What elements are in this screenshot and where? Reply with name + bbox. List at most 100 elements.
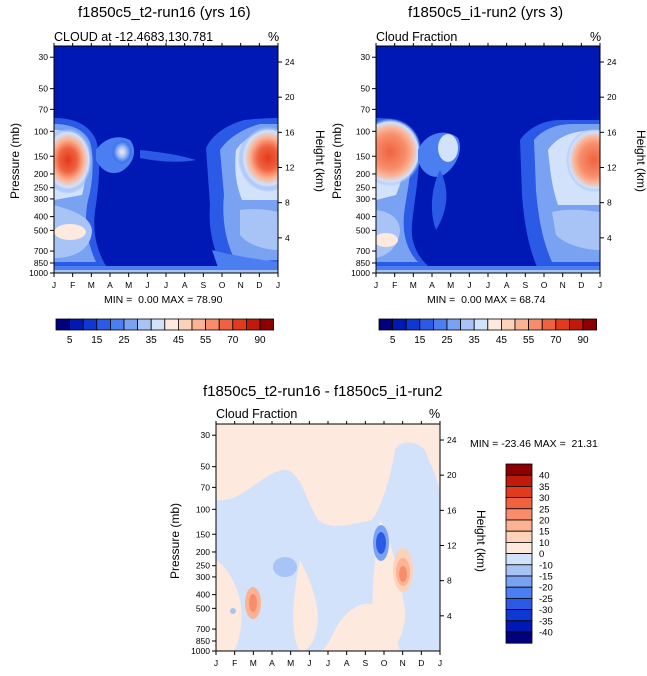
panel2-stats: MIN = 0.00 MAX = 68.74 bbox=[427, 294, 546, 306]
y-tick-label: 200 bbox=[356, 169, 370, 179]
colorbar-label: 25 bbox=[539, 504, 550, 515]
y-right-tick-label: 8 bbox=[607, 198, 612, 208]
x-tick-label: O bbox=[219, 280, 226, 290]
y-right-tick-label: 12 bbox=[447, 541, 457, 551]
colorbar-label: -25 bbox=[539, 594, 553, 605]
colorbar-label: 15 bbox=[91, 335, 103, 346]
colorbar-label: -15 bbox=[539, 572, 553, 583]
panel2-colorbar: 5 15 25 35 45 55 70 90 bbox=[378, 318, 598, 346]
colorbar-swatch bbox=[505, 519, 533, 532]
colorbar-label: 15 bbox=[539, 527, 550, 538]
y-right-tick-label: 12 bbox=[285, 163, 295, 173]
x-tick-label: O bbox=[541, 280, 548, 290]
x-tick-label: J bbox=[467, 280, 471, 290]
x-tick-label: J bbox=[307, 658, 311, 668]
colorbar-label: 5 bbox=[67, 335, 73, 346]
colorbar-label: 55 bbox=[200, 335, 212, 346]
colorbar-swatch bbox=[505, 575, 533, 588]
y-tick-label: 500 bbox=[34, 225, 48, 235]
x-tick-label: A bbox=[429, 280, 435, 290]
colorbar-label: -20 bbox=[539, 583, 553, 594]
panel3-field bbox=[216, 424, 440, 651]
x-tick-label: F bbox=[70, 280, 75, 290]
x-tick-label: A bbox=[107, 280, 113, 290]
y-tick-label: 100 bbox=[34, 126, 48, 136]
x-tick-label: M bbox=[447, 280, 454, 290]
y-tick-label: 70 bbox=[201, 482, 211, 492]
colorbar-label: 45 bbox=[496, 335, 508, 346]
x-tick-label: D bbox=[578, 280, 584, 290]
x-tick-label: F bbox=[392, 280, 397, 290]
colorbar-label: 55 bbox=[523, 335, 535, 346]
x-tick-label: S bbox=[522, 280, 528, 290]
colorbar-label: 20 bbox=[539, 516, 550, 527]
colorbar-swatch bbox=[259, 318, 275, 331]
x-tick-label: A bbox=[344, 658, 350, 668]
colorbar-swatch bbox=[582, 318, 598, 331]
x-tick-label: J bbox=[164, 280, 168, 290]
y-tick-label: 850 bbox=[196, 636, 210, 646]
y-right-tick-label: 20 bbox=[285, 92, 295, 102]
y-tick-label: 400 bbox=[196, 590, 210, 600]
panel1-units: % bbox=[268, 30, 280, 44]
x-tick-label: J bbox=[145, 280, 149, 290]
x-tick-label: N bbox=[400, 658, 406, 668]
x-tick-label: S bbox=[200, 280, 206, 290]
panel1-subtitle: CLOUD at -12.4683,130.781 bbox=[54, 30, 214, 44]
x-tick-label: M bbox=[125, 280, 132, 290]
y-right-tick-label: 12 bbox=[607, 163, 617, 173]
x-tick-label: M bbox=[88, 280, 95, 290]
colorbar-swatch bbox=[505, 463, 533, 476]
colorbar-swatch bbox=[505, 564, 533, 577]
y-tick-label: 250 bbox=[356, 183, 370, 193]
x-tick-label: J bbox=[52, 280, 56, 290]
colorbar-label: 40 bbox=[539, 471, 550, 482]
colorbar-swatch bbox=[505, 631, 533, 644]
colorbar-label: 35 bbox=[539, 482, 550, 493]
colorbar-label: -35 bbox=[539, 616, 553, 627]
panel2-field bbox=[376, 46, 600, 273]
colorbar-label: -30 bbox=[539, 605, 553, 616]
colorbar-label: -40 bbox=[539, 628, 553, 639]
y-tick-label: 250 bbox=[196, 561, 210, 571]
y-tick-label: 30 bbox=[361, 52, 371, 62]
colorbar-label: 70 bbox=[550, 335, 562, 346]
colorbar-swatch bbox=[505, 553, 533, 566]
colorbar-label: 35 bbox=[146, 335, 158, 346]
y-tick-label: 150 bbox=[34, 151, 48, 161]
colorbar-swatch bbox=[505, 474, 533, 487]
colorbar-swatch bbox=[505, 586, 533, 599]
y-tick-label: 70 bbox=[39, 104, 49, 114]
y-tick-label: 100 bbox=[196, 504, 210, 514]
panel1-field bbox=[54, 46, 278, 273]
colorbar-swatch bbox=[505, 609, 533, 622]
colorbar-label: 5 bbox=[390, 335, 396, 346]
y-tick-label: 700 bbox=[196, 624, 210, 634]
x-tick-label: N bbox=[560, 280, 566, 290]
y-tick-label: 50 bbox=[361, 84, 371, 94]
y-tick-label: 50 bbox=[39, 84, 49, 94]
y-tick-label: 1000 bbox=[29, 268, 48, 278]
panel2-title: f1850c5_i1-run2 (yrs 3) bbox=[408, 4, 564, 21]
x-tick-label: M bbox=[410, 280, 417, 290]
y-tick-label: 150 bbox=[356, 151, 370, 161]
panel1-stats: MIN = 0.00 MAX = 78.90 bbox=[104, 294, 223, 306]
y-right-tick-label: 24 bbox=[285, 57, 295, 67]
colorbar-label: 90 bbox=[577, 335, 589, 346]
x-tick-label: A bbox=[269, 658, 275, 668]
panel3-subtitle: Cloud Fraction bbox=[216, 407, 298, 421]
y-tick-label: 400 bbox=[356, 212, 370, 222]
y-tick-label: 400 bbox=[34, 212, 48, 222]
y-tick-label: 50 bbox=[201, 462, 211, 472]
y-tick-label: 850 bbox=[34, 258, 48, 268]
x-tick-label: J bbox=[214, 658, 218, 668]
x-tick-label: J bbox=[276, 280, 280, 290]
y-tick-label: 1000 bbox=[191, 646, 210, 656]
x-tick-label: A bbox=[182, 280, 188, 290]
x-tick-label: J bbox=[326, 658, 330, 668]
x-tick-label: A bbox=[504, 280, 510, 290]
y-tick-label: 30 bbox=[39, 52, 49, 62]
